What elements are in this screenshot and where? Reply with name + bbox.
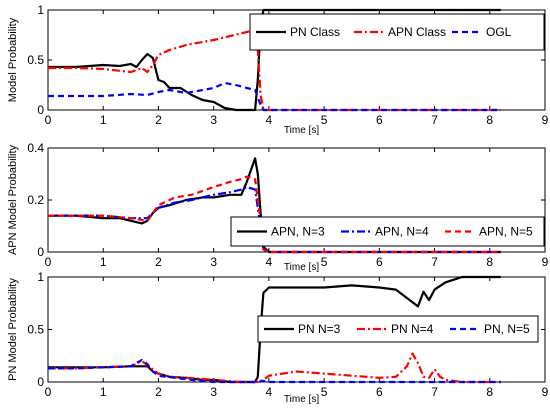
x-tick-label: 9 xyxy=(542,385,549,399)
legend-label-pn-n-4: PN N=4 xyxy=(391,322,434,336)
legend-label-apn-class: APN Class xyxy=(388,25,446,39)
x-tick-label: 5 xyxy=(321,385,328,399)
x-tick-label: 9 xyxy=(542,113,549,127)
legend: PN Class APN Class OGL xyxy=(249,13,545,51)
legend-label-ogl: OGL xyxy=(486,25,512,39)
series-line-pn-n-5 xyxy=(48,358,501,384)
x-tick-label: 8 xyxy=(486,113,493,127)
series-line-ogl xyxy=(48,81,501,112)
series-line-apn-class xyxy=(48,28,501,112)
x-tick-label: 7 xyxy=(431,385,438,399)
legend-label-pn-n-3: PN N=3 xyxy=(298,322,341,336)
legend: PN N=3 PN N=4 PN, N=5 xyxy=(257,315,539,343)
y-axis-label: Model Probability xyxy=(7,17,19,102)
chart-panel-1: 0 1 2 3 4 5 6 7 8 9 0 0.5 1 Time [s] Model Probability… xyxy=(7,3,549,136)
y-axis-label: APN Model Probability xyxy=(7,144,19,255)
y-tick-label: 0 xyxy=(37,103,44,117)
x-tick-label: 1 xyxy=(100,255,107,269)
legend-label-apn-n-5: APN, N=5 xyxy=(479,225,533,239)
x-tick-label: 3 xyxy=(210,255,217,269)
legend-label-pn-n-5: PN, N=5 xyxy=(484,322,530,336)
x-tick-label: 3 xyxy=(210,385,217,399)
legend: APN, N=3 APN, N=4 APN, N=5 xyxy=(230,216,545,247)
legend-label-apn-n-4: APN, N=4 xyxy=(375,225,429,239)
x-tick-label: 7 xyxy=(431,255,438,269)
legend-box xyxy=(230,216,545,247)
y-tick-label: 1 xyxy=(37,270,44,284)
x-tick-label: 8 xyxy=(486,255,493,269)
x-tick-label: 6 xyxy=(376,255,383,269)
x-tick-label: 8 xyxy=(486,385,493,399)
x-axis-label: Time [s] xyxy=(284,125,319,136)
x-tick-label: 6 xyxy=(376,385,383,399)
y-tick-label: 0.5 xyxy=(27,53,44,67)
y-tick-label: 0.2 xyxy=(27,193,44,207)
x-tick-label: 4 xyxy=(266,113,273,127)
x-tick-label: 2 xyxy=(155,385,162,399)
x-tick-label: 9 xyxy=(542,255,549,269)
series-line-pn-n-4 xyxy=(48,352,501,384)
x-tick-label: 1 xyxy=(100,113,107,127)
legend-box xyxy=(257,315,539,343)
x-tick-label: 2 xyxy=(155,113,162,127)
legend-label-apn-n-3: APN, N=3 xyxy=(271,225,325,239)
legend-label-pn-class: PN Class xyxy=(290,25,340,39)
y-tick-label: 0.5 xyxy=(27,323,44,337)
x-axis-label: Time [s] xyxy=(284,394,319,405)
x-tick-label: 4 xyxy=(266,255,273,269)
y-tick-label: 1 xyxy=(37,3,44,17)
chart-panel-3: 0 1 2 3 4 5 6 7 8 9 0 0.5 1 Time [s] PN Model Probabil… xyxy=(7,270,549,405)
y-tick-label: 0 xyxy=(37,245,44,259)
x-tick-label: 6 xyxy=(376,113,383,127)
x-tick-label: 2 xyxy=(155,255,162,269)
x-axis-label: Time [s] xyxy=(284,262,319,273)
chart-panel-2: 0 1 2 3 4 5 6 7 8 9 0 0.2 0.4 Time [s] APN Model Proba… xyxy=(7,141,549,273)
x-tick-label: 5 xyxy=(321,113,328,127)
x-tick-label: 0 xyxy=(45,255,52,269)
x-tick-label: 0 xyxy=(45,385,52,399)
x-tick-label: 3 xyxy=(210,113,217,127)
y-tick-label: 0 xyxy=(37,375,44,389)
legend-box xyxy=(249,13,545,51)
x-tick-label: 5 xyxy=(321,255,328,269)
y-axis-label: PN Model Probability xyxy=(7,278,19,381)
x-tick-label: 4 xyxy=(266,385,273,399)
x-tick-label: 7 xyxy=(431,113,438,127)
x-tick-label: 1 xyxy=(100,385,107,399)
y-tick-label: 0.4 xyxy=(27,141,44,155)
x-tick-label: 0 xyxy=(45,113,52,127)
